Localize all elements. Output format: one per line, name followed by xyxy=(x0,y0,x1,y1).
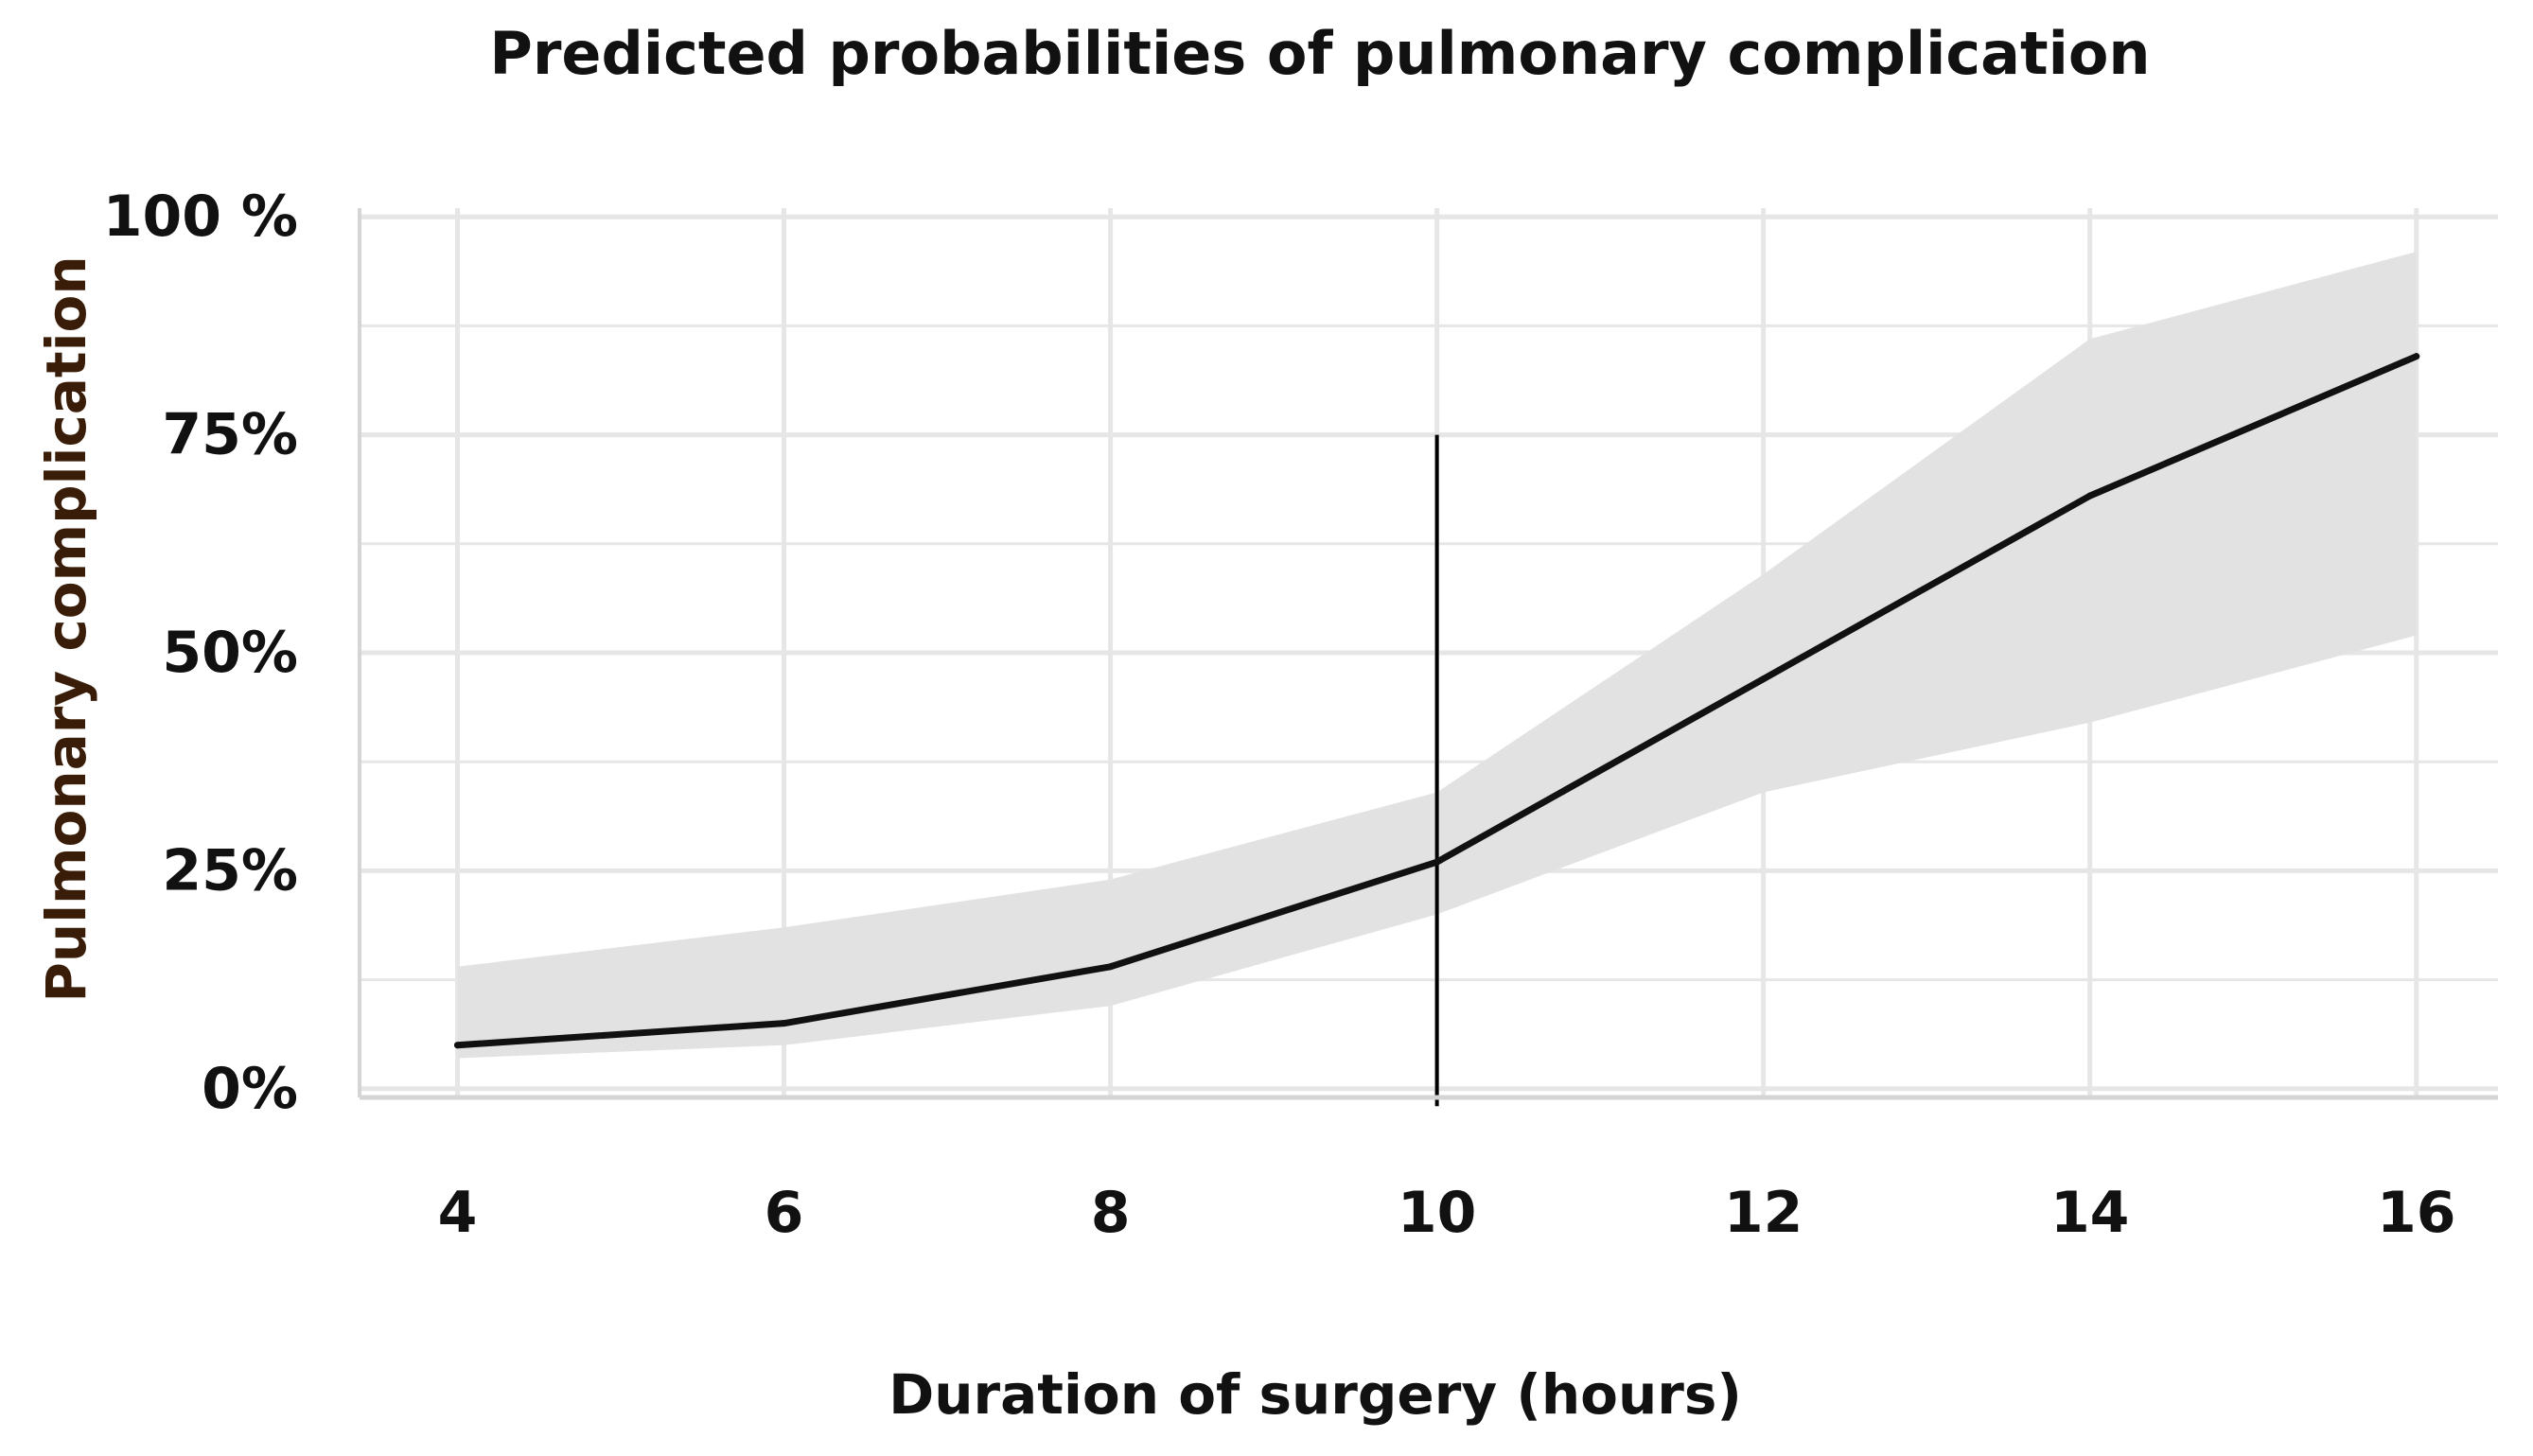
y-tick-label-75: 75% xyxy=(162,402,298,468)
x-axis-label: Duration of surgery (hours) xyxy=(888,1362,1742,1427)
x-tick-label-4: 4 xyxy=(438,1180,478,1246)
y-tick-label-25: 25% xyxy=(162,837,298,903)
y-axis-label: Pulmonary complication xyxy=(34,255,98,1002)
data-point-10 xyxy=(1434,858,1441,866)
y-tick-label-0: 0% xyxy=(202,1056,298,1122)
data-point-8 xyxy=(1107,963,1115,971)
x-tick-label-6: 6 xyxy=(765,1180,804,1246)
data-point-16 xyxy=(2413,353,2420,360)
x-tick-label-16: 16 xyxy=(2377,1180,2456,1246)
line-layer xyxy=(454,353,2420,1107)
x-tick-label-14: 14 xyxy=(2050,1180,2130,1246)
chart-title: Predicted probabilities of pulmonary com… xyxy=(489,19,2150,88)
data-point-12 xyxy=(1760,675,1768,683)
data-point-6 xyxy=(781,1020,788,1027)
x-tick-label-10: 10 xyxy=(1398,1180,1477,1246)
x-tick-label-12: 12 xyxy=(1724,1180,1803,1246)
y-tick-label-100: 100 % xyxy=(103,184,298,250)
data-point-14 xyxy=(2086,492,2094,500)
x-tick-label-8: 8 xyxy=(1091,1180,1131,1246)
data-point-4 xyxy=(454,1042,462,1049)
y-tick-label-50: 50% xyxy=(162,620,298,686)
tick-layer: 4 6 8 10 12 14 16 0% 25% 50% 75% 100 % xyxy=(103,184,2456,1246)
axis-layer xyxy=(358,208,2498,1100)
